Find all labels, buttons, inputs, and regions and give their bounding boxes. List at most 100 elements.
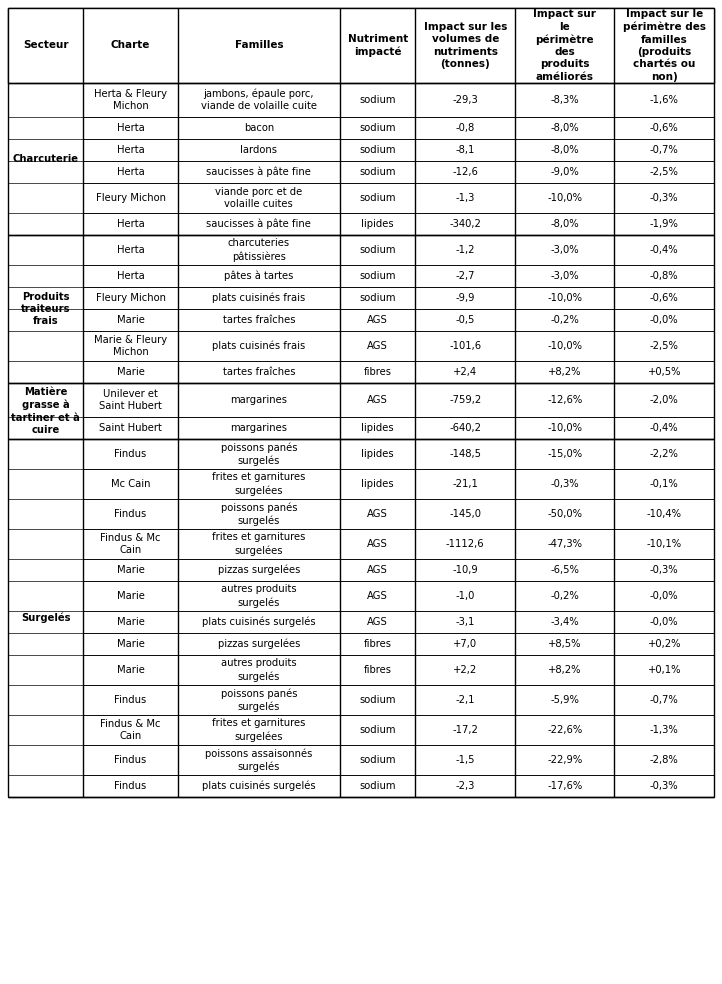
Text: Herta & Fleury
Michon: Herta & Fleury Michon bbox=[94, 89, 167, 111]
Text: -0,7%: -0,7% bbox=[650, 695, 679, 705]
Bar bbox=[84, 439, 178, 469]
Text: +2,2: +2,2 bbox=[453, 665, 477, 675]
Bar bbox=[415, 235, 515, 265]
Bar bbox=[415, 655, 515, 685]
Text: -10,0%: -10,0% bbox=[547, 423, 582, 433]
Bar bbox=[415, 331, 515, 361]
Text: AGS: AGS bbox=[367, 591, 388, 601]
Bar bbox=[84, 469, 178, 499]
Text: +8,5%: +8,5% bbox=[548, 639, 581, 649]
Text: Familles: Familles bbox=[235, 40, 283, 50]
Text: Matière
grasse à
tartiner et à
cuire: Matière grasse à tartiner et à cuire bbox=[12, 387, 80, 435]
Bar bbox=[614, 417, 714, 439]
Text: Marie: Marie bbox=[117, 367, 144, 377]
Bar bbox=[614, 331, 714, 361]
Text: AGS: AGS bbox=[367, 341, 388, 351]
Text: fibres: fibres bbox=[364, 367, 392, 377]
Bar bbox=[340, 499, 415, 529]
Bar bbox=[515, 213, 614, 235]
Bar bbox=[340, 235, 415, 265]
Bar bbox=[614, 309, 714, 331]
Text: Mc Cain: Mc Cain bbox=[110, 479, 150, 489]
Text: pâtes à tartes: pâtes à tartes bbox=[225, 271, 294, 281]
Text: Charcuterie: Charcuterie bbox=[13, 154, 79, 164]
Bar bbox=[84, 499, 178, 529]
Text: -0,0%: -0,0% bbox=[650, 591, 679, 601]
Bar bbox=[415, 469, 515, 499]
Text: charcuteries
pâtissières: charcuteries pâtissières bbox=[228, 238, 290, 262]
Bar bbox=[178, 83, 340, 117]
Text: AGS: AGS bbox=[367, 565, 388, 575]
Text: -2,5%: -2,5% bbox=[650, 167, 679, 177]
Text: Findus: Findus bbox=[114, 449, 147, 459]
Bar bbox=[515, 715, 614, 745]
Text: Charte: Charte bbox=[111, 40, 150, 50]
Bar bbox=[340, 287, 415, 309]
Text: -0,3%: -0,3% bbox=[550, 479, 579, 489]
Bar bbox=[340, 529, 415, 559]
Text: -1,0: -1,0 bbox=[456, 591, 475, 601]
Text: -145,0: -145,0 bbox=[449, 509, 482, 519]
Text: -50,0%: -50,0% bbox=[547, 509, 582, 519]
Bar bbox=[515, 83, 614, 117]
Text: plats cuisinés frais: plats cuisinés frais bbox=[212, 293, 305, 303]
Text: +8,2%: +8,2% bbox=[548, 367, 581, 377]
Text: sodium: sodium bbox=[360, 781, 396, 791]
Text: AGS: AGS bbox=[367, 539, 388, 549]
Bar bbox=[515, 361, 614, 383]
Text: sodium: sodium bbox=[360, 167, 396, 177]
Bar bbox=[84, 417, 178, 439]
Bar bbox=[515, 685, 614, 715]
Text: -15,0%: -15,0% bbox=[547, 449, 583, 459]
Text: -0,2%: -0,2% bbox=[550, 315, 579, 325]
Bar bbox=[340, 775, 415, 797]
Text: autres produits
surgelés: autres produits surgelés bbox=[221, 658, 297, 682]
Bar bbox=[340, 715, 415, 745]
Bar bbox=[178, 183, 340, 213]
Text: -22,9%: -22,9% bbox=[547, 755, 583, 765]
Bar bbox=[84, 559, 178, 581]
Text: +2,4: +2,4 bbox=[453, 367, 477, 377]
Text: autres produits
surgelés: autres produits surgelés bbox=[221, 584, 297, 607]
Bar bbox=[178, 439, 340, 469]
Text: Fleury Michon: Fleury Michon bbox=[95, 193, 165, 203]
Bar bbox=[178, 559, 340, 581]
Bar bbox=[178, 287, 340, 309]
Bar bbox=[178, 8, 340, 83]
Text: fibres: fibres bbox=[364, 665, 392, 675]
Bar bbox=[614, 361, 714, 383]
Text: +0,5%: +0,5% bbox=[648, 367, 681, 377]
Text: Impact sur
le
périmètre
des
produits
améliorés: Impact sur le périmètre des produits amé… bbox=[534, 9, 596, 82]
Bar bbox=[614, 439, 714, 469]
Bar bbox=[84, 655, 178, 685]
Text: -9,9: -9,9 bbox=[456, 293, 475, 303]
Bar bbox=[415, 633, 515, 655]
Bar bbox=[515, 183, 614, 213]
Bar bbox=[178, 715, 340, 745]
Text: Secteur: Secteur bbox=[23, 40, 69, 50]
Bar bbox=[340, 469, 415, 499]
Bar bbox=[415, 499, 515, 529]
Bar bbox=[340, 309, 415, 331]
Bar bbox=[515, 633, 614, 655]
Text: -2,8%: -2,8% bbox=[650, 755, 679, 765]
Bar bbox=[614, 265, 714, 287]
Bar bbox=[614, 499, 714, 529]
Text: -0,1%: -0,1% bbox=[650, 479, 679, 489]
Text: Herta: Herta bbox=[117, 245, 144, 255]
Text: poissons panés
surgelés: poissons panés surgelés bbox=[221, 502, 297, 525]
Bar bbox=[515, 383, 614, 417]
Text: -2,3: -2,3 bbox=[456, 781, 475, 791]
Text: -17,6%: -17,6% bbox=[547, 781, 583, 791]
Bar bbox=[8, 8, 714, 83]
Bar bbox=[178, 745, 340, 775]
Bar bbox=[340, 745, 415, 775]
Bar bbox=[515, 775, 614, 797]
Bar bbox=[415, 183, 515, 213]
Text: Unilever et
Saint Hubert: Unilever et Saint Hubert bbox=[99, 389, 162, 411]
Text: -2,2%: -2,2% bbox=[650, 449, 679, 459]
Bar bbox=[84, 83, 178, 117]
Bar bbox=[8, 83, 84, 235]
Text: -8,3%: -8,3% bbox=[550, 95, 579, 105]
Bar bbox=[340, 139, 415, 161]
